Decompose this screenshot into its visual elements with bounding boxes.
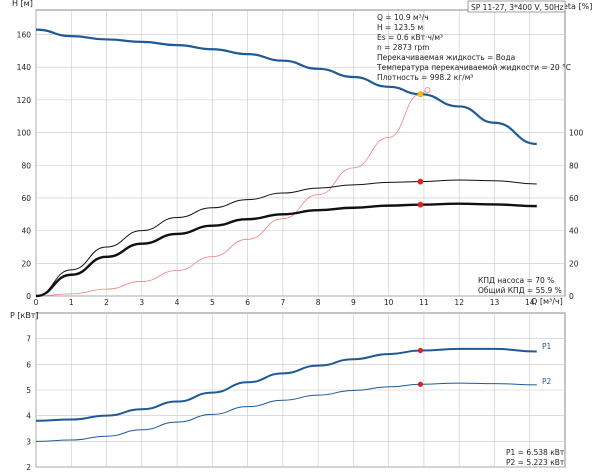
x-tick-label: 8 — [316, 298, 321, 307]
power-tick-label: 6 — [26, 360, 31, 369]
y2-tick-label: 20 — [569, 259, 579, 268]
y-tick-label: 140 — [17, 63, 32, 72]
bottom-series — [35, 347, 537, 442]
x-tick-label: 13 — [490, 298, 500, 307]
y-axis-label-power: P [кВт] — [10, 311, 39, 320]
y-tick-label: 0 — [26, 292, 31, 301]
series-line-1 — [35, 89, 428, 297]
x-tick-label: 9 — [351, 298, 356, 307]
bottom-grid — [35, 313, 565, 468]
tick-labels: 0 1 2 3 4 5 6 7 8 9 10 11 12 13 1402040608010012014016… — [17, 31, 584, 472]
x-tick-label: 5 — [210, 298, 215, 307]
system-curve-end-marker — [424, 87, 431, 94]
info-line: Q = 10.9 м³/ч — [377, 13, 429, 22]
info-line: Es = 0.6 кВт·ч/м³ — [377, 33, 443, 42]
series-label-p2: P2 — [542, 377, 552, 386]
y-tick-label: 20 — [21, 259, 31, 268]
x-tick-label: 1 — [69, 298, 74, 307]
power-tick-label: 5 — [26, 386, 31, 395]
power-tick-label: 4 — [26, 412, 31, 421]
info-line: Перекачиваемая жидкость = Вода — [377, 53, 515, 62]
power-tick-label: 7 — [26, 335, 31, 344]
series-line-2 — [35, 179, 537, 297]
y-tick-label: 40 — [21, 227, 31, 236]
y-tick-label: 160 — [17, 31, 32, 40]
power-tick-label: 2 — [26, 463, 31, 472]
x-tick-label: 0 — [34, 298, 39, 307]
info-line: n = 2873 rpm — [377, 43, 429, 52]
x-tick-label: 7 — [280, 298, 285, 307]
top-grid — [35, 10, 565, 297]
efficiency-info-block: КПД насоса = 70 % Общий КПД = 55.9 % — [478, 276, 562, 295]
duty-point-marker-1 — [417, 201, 424, 208]
power-info-block: P1 = 6.538 кВт P2 = 5.223 кВт — [506, 448, 565, 467]
x-tick-label: 10 — [384, 298, 394, 307]
power-tick-label: 3 — [26, 437, 31, 446]
power-line: P1 = 6.538 кВт — [506, 448, 565, 457]
y2-axis-label-eta: eta [%] — [563, 2, 592, 11]
series-label-p1: P1 — [542, 342, 552, 351]
y2-tick-label: 0 — [569, 292, 574, 301]
duty-point-marker-2 — [417, 91, 424, 98]
x-tick-label: 3 — [139, 298, 144, 307]
title-box — [467, 0, 566, 13]
y-tick-label: 120 — [17, 96, 32, 105]
power-line-P1 — [35, 347, 537, 422]
x-tick-label: 12 — [454, 298, 464, 307]
x-axis-label: Q [м³/ч] — [531, 297, 563, 306]
x-tick-label: 11 — [419, 298, 429, 307]
info-line: H = 123.5 м — [377, 23, 423, 32]
x-tick-label: 2 — [104, 298, 109, 307]
y-tick-label: 100 — [17, 129, 32, 138]
y2-tick-label: 60 — [569, 194, 579, 203]
series-line-0 — [35, 28, 537, 146]
power-point-marker-1 — [417, 381, 424, 387]
top-series — [35, 28, 537, 298]
info-line: Плотность = 998.2 кг/м³ — [377, 73, 473, 82]
duty-point-marker-0 — [417, 178, 424, 185]
eff-line: Общий КПД = 55.9 % — [478, 286, 562, 295]
eff-line: КПД насоса = 70 % — [478, 276, 554, 285]
x-tick-label: 4 — [175, 298, 180, 307]
y2-tick-label: 100 — [569, 129, 584, 138]
info-line: Температура перекачиваемой жидкости = 20… — [376, 63, 571, 72]
power-line: P2 = 5.223 кВт — [506, 458, 565, 467]
y-axis-label-head: H [м] — [12, 0, 33, 8]
series-line-3 — [35, 202, 537, 298]
duty-info-block: Q = 10.9 м³/ч H = 123.5 м Es = 0.6 кВт·ч… — [376, 13, 571, 82]
power-point-marker-0 — [417, 347, 424, 354]
y-tick-label: 80 — [21, 161, 31, 170]
chart-title: SP 11-27, 3*400 V, 50Hz — [471, 3, 564, 12]
x-tick-label: 14 — [525, 298, 535, 307]
y2-tick-label: 80 — [569, 161, 579, 170]
y-tick-label: 60 — [21, 194, 31, 203]
y2-tick-label: 40 — [569, 227, 579, 236]
x-tick-label: 6 — [245, 298, 250, 307]
power-line-P2 — [35, 382, 537, 442]
